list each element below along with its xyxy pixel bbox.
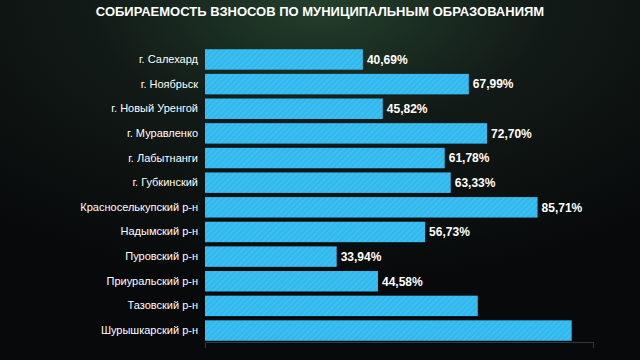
data-label: 56,73% <box>429 225 470 239</box>
chart: СОБИРАЕМОСТЬ ВЗНОСОВ ПО МУНИЦИПАЛЬНЫМ ОБ… <box>0 0 640 360</box>
data-labels: 40,69% 67,99% 45,82% 72,70%61,78% 63,33% 85,7… <box>341 53 583 289</box>
y-tick: г. Ноябрьск <box>141 78 205 90</box>
y-tick-label: Красноселькупский р-н <box>80 201 198 213</box>
bar <box>205 246 337 266</box>
background <box>0 0 640 360</box>
data-label: 63,33% <box>455 176 496 190</box>
data-label: 67,99% <box>473 77 514 91</box>
y-tick-label: Пуровский р-н <box>125 250 198 262</box>
y-tick-label: Надымский р-н <box>121 225 198 237</box>
bar <box>205 197 538 217</box>
y-tick-label: Тазовский р-н <box>128 299 199 311</box>
y-tick: Пуровский р-н <box>125 250 205 262</box>
y-tick-label: г. Губкинский <box>132 176 198 188</box>
x-axis-line <box>206 343 594 349</box>
y-tick-label: Шурышкарский р-н <box>101 324 198 336</box>
title: СОБИРАЕМОСТЬ ВЗНОСОВ ПО МУНИЦИПАЛЬНЫМ ОБ… <box>96 4 544 19</box>
data-label: 40,69% <box>367 53 408 67</box>
y-tick-label: г. Салехард <box>139 53 199 65</box>
data-label: 72,70% <box>491 127 532 141</box>
bar <box>205 271 378 291</box>
x-axis <box>206 343 594 349</box>
data-label: 33,94% <box>341 250 382 264</box>
data-label: 85,71% <box>542 201 583 215</box>
y-axis-line <box>205 49 206 343</box>
bar <box>205 123 487 143</box>
y-tick: Приуральский р-н <box>107 275 205 287</box>
y-tick-label: г. Ноябрьск <box>141 78 198 90</box>
plot-area <box>205 49 572 341</box>
y-tick-label: г. Муравленко <box>127 127 198 139</box>
y-axis: г. Салехард г. Ноябрьск г. Новый Уренгой г.… <box>80 49 205 343</box>
y-tick: Шурышкарский р-н <box>101 324 205 336</box>
y-tick: Красноселькупский р-н <box>80 201 205 213</box>
y-tick-label: г. Лабытнанги <box>128 152 198 164</box>
bar <box>205 222 425 242</box>
y-tick-label: Приуральский р-н <box>107 275 198 287</box>
y-tick: г. Салехард <box>139 53 205 65</box>
bar <box>205 49 363 69</box>
data-label: 45,82% <box>387 102 428 116</box>
bar <box>205 74 469 94</box>
bar <box>205 320 572 340</box>
bar <box>205 148 445 168</box>
y-tick: г. Новый Уренгой <box>111 102 205 114</box>
y-tick: г. Лабытнанги <box>128 152 205 164</box>
y-tick: г. Муравленко <box>127 127 205 139</box>
y-tick-label: г. Новый Уренгой <box>111 102 198 114</box>
data-label: 61,78% <box>449 151 490 165</box>
y-tick: Надымский р-н <box>121 225 205 237</box>
data-label: 44,58% <box>382 275 423 289</box>
bar <box>205 99 383 119</box>
y-tick: г. Губкинский <box>132 176 205 188</box>
bar <box>205 172 451 192</box>
y-tick: Тазовский р-н <box>128 299 206 311</box>
bar <box>205 296 478 316</box>
